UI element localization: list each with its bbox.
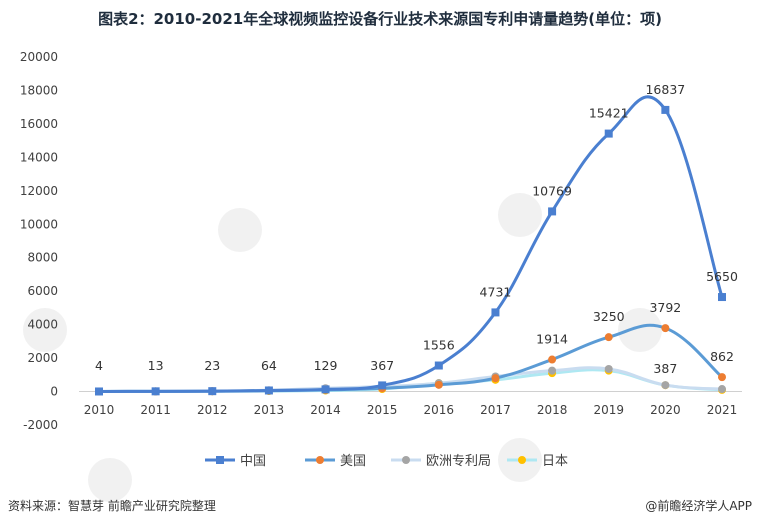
watermark-mark — [23, 308, 67, 352]
data-point — [264, 386, 273, 395]
data-point — [151, 387, 160, 396]
data-point — [95, 387, 103, 396]
data-point — [718, 373, 726, 382]
data-label: 3250 — [593, 309, 625, 324]
legend-label: 中国 — [240, 454, 266, 469]
source-note: 资料来源：智慧芽 前瞻产业研究院整理 — [8, 499, 216, 513]
brand-note: @前瞻经济学人APP — [645, 499, 752, 513]
legend-item: 美国 — [305, 454, 366, 469]
data-point — [321, 385, 330, 394]
data-label: 64 — [261, 358, 277, 373]
x-tick-label: 2013 — [254, 403, 285, 417]
watermark-mark — [498, 193, 542, 237]
x-tick-label: 2016 — [424, 403, 455, 417]
y-tick-label: -2000 — [23, 418, 58, 432]
y-tick-label: 0 — [50, 385, 58, 399]
series-0 — [95, 95, 726, 396]
data-point — [548, 355, 557, 364]
y-tick-label: 8000 — [27, 251, 58, 265]
x-tick-label: 2012 — [197, 403, 228, 417]
x-tick-label: 2020 — [650, 403, 681, 417]
data-label: 1914 — [536, 332, 568, 347]
y-tick-label: 4000 — [27, 318, 58, 332]
x-tick-label: 2019 — [593, 403, 624, 417]
watermark-mark — [618, 308, 662, 352]
legend-label: 日本 — [542, 454, 568, 469]
data-point — [604, 333, 613, 342]
data-point — [604, 364, 613, 373]
data-label: 4731 — [480, 284, 512, 299]
y-tick-label: 20000 — [20, 50, 58, 64]
data-point — [718, 385, 726, 394]
data-point — [378, 381, 387, 390]
y-tick-label: 2000 — [27, 351, 58, 365]
legend-marker — [316, 456, 324, 464]
y-tick-label: 10000 — [20, 217, 58, 231]
chart-title: 图表2：2010-2021年全球视频监控设备行业技术来源国专利申请量趋势(单位：… — [98, 10, 662, 28]
legend-item: 中国 — [205, 454, 266, 469]
data-point — [434, 380, 443, 389]
legend-marker — [402, 456, 410, 464]
data-point — [661, 105, 670, 114]
data-point — [491, 308, 500, 317]
data-point — [208, 387, 217, 396]
watermark-mark — [218, 208, 262, 252]
data-label: 3792 — [649, 300, 681, 315]
legend-marker — [518, 456, 526, 464]
y-tick-label: 16000 — [20, 117, 58, 131]
data-label: 23 — [204, 358, 220, 373]
legend-label: 欧洲专利局 — [426, 454, 491, 469]
legend-label: 美国 — [340, 454, 366, 469]
data-label: 5650 — [706, 269, 738, 284]
watermark-mark — [88, 458, 132, 502]
data-labels: 4 13 23 64 129 367 1556 4731 10769 15421 16837 5650… — [95, 82, 738, 376]
x-tick-label: 2018 — [537, 403, 568, 417]
y-tick-label: 6000 — [27, 284, 58, 298]
legend: 中国 美国 欧洲专利局 日本 — [205, 454, 568, 469]
data-label: 4 — [95, 358, 103, 373]
x-tick-label: 2014 — [310, 403, 341, 417]
legend-item: 欧洲专利局 — [391, 454, 491, 469]
data-label: 10769 — [532, 183, 572, 198]
series-group — [95, 95, 726, 396]
x-axis: 2010 2011 2012 2013 2014 2015 2016 2017 2018 2019… — [79, 391, 742, 417]
x-tick-label: 2021 — [707, 403, 738, 417]
data-point — [548, 366, 557, 375]
data-point — [661, 324, 670, 333]
data-label: 1556 — [423, 338, 455, 353]
y-tick-label: 18000 — [20, 83, 58, 97]
data-label: 129 — [314, 358, 338, 373]
data-point — [718, 293, 726, 302]
legend-marker — [216, 456, 224, 464]
data-label: 862 — [710, 349, 734, 364]
x-tick-label: 2015 — [367, 403, 398, 417]
data-point — [434, 361, 443, 370]
y-axis: -2000 0 2000 4000 6000 8000 10000 12000 14000 160… — [20, 50, 58, 432]
x-tick-label: 2010 — [84, 403, 115, 417]
y-tick-label: 12000 — [20, 184, 58, 198]
x-tick-label: 2017 — [480, 403, 511, 417]
data-label: 367 — [370, 358, 394, 373]
legend-item: 日本 — [507, 454, 568, 469]
x-tick-label: 2011 — [140, 403, 171, 417]
data-label: 15421 — [589, 106, 629, 121]
data-point — [604, 129, 613, 138]
data-point — [548, 207, 557, 216]
data-point — [491, 374, 500, 383]
y-tick-label: 14000 — [20, 150, 58, 164]
data-label: 13 — [148, 358, 164, 373]
data-label: 387 — [653, 361, 677, 376]
data-label: 16837 — [645, 82, 685, 97]
data-point — [661, 381, 670, 390]
